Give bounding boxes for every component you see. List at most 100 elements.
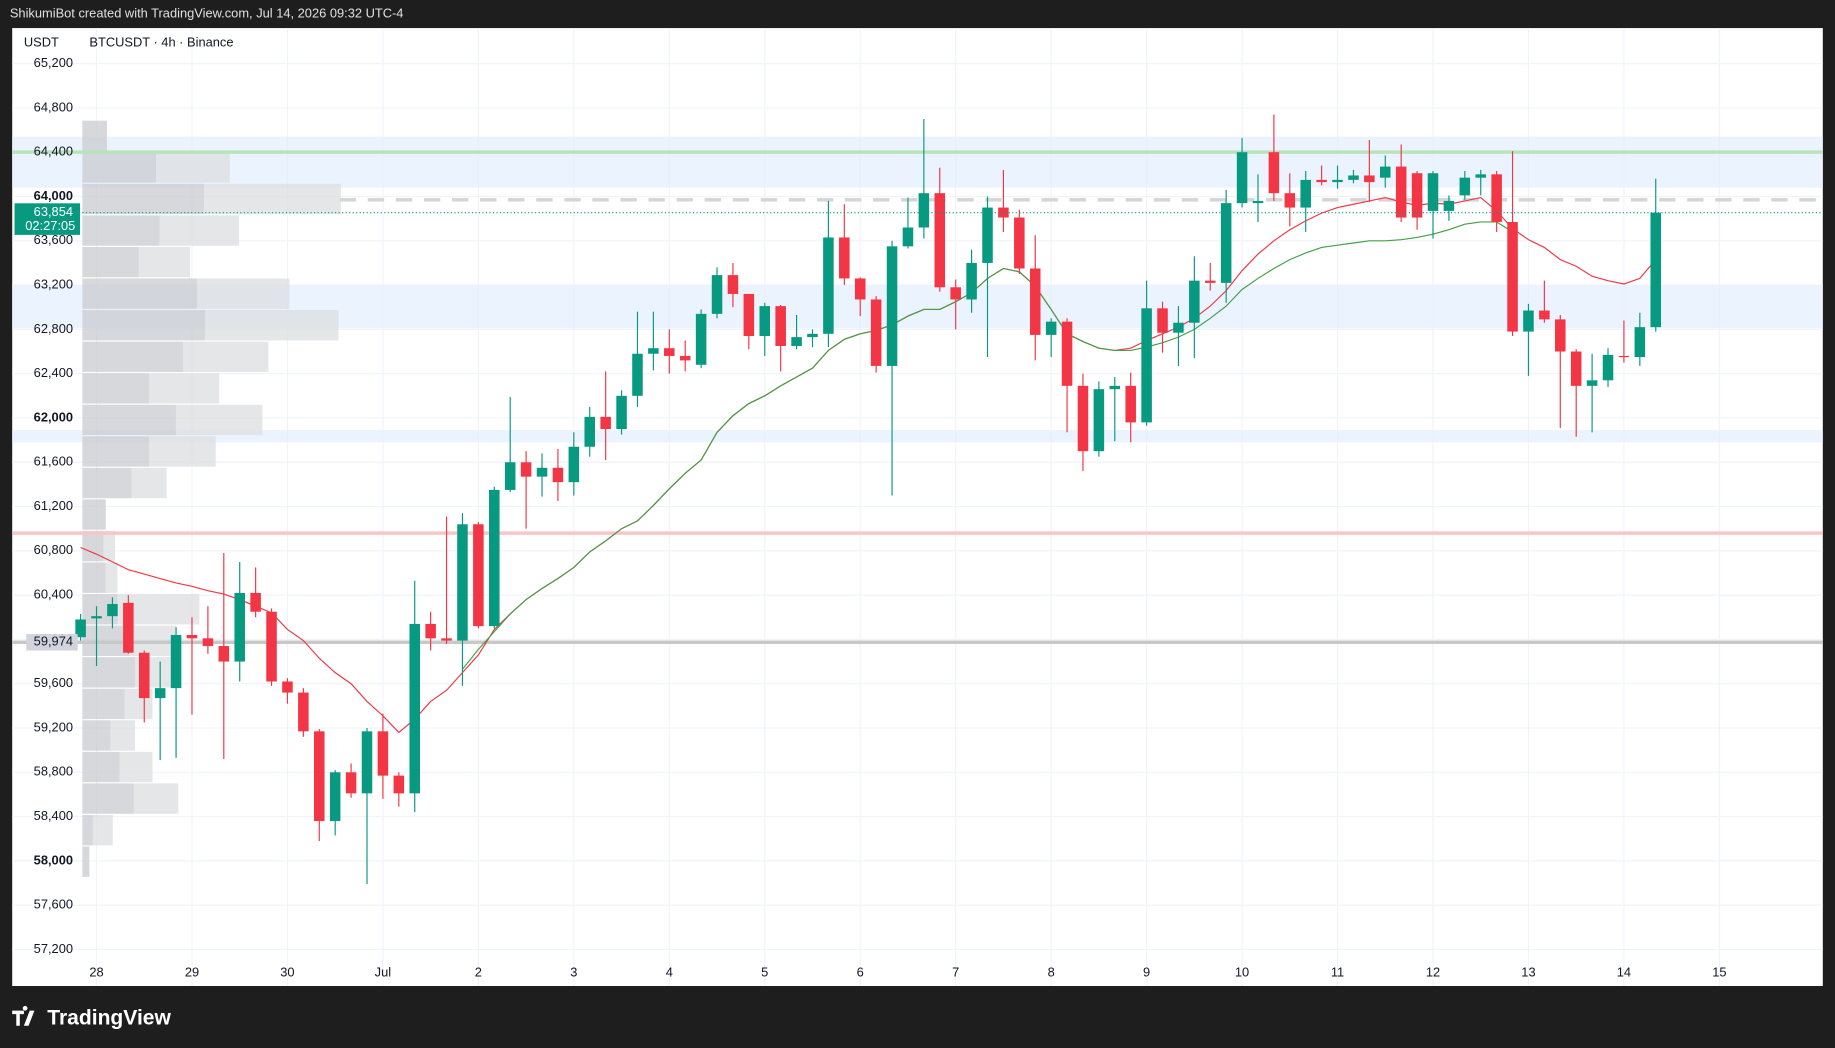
candle-body [1220, 203, 1232, 283]
candle-body [727, 275, 739, 294]
y-tick-label: 59,200 [34, 719, 73, 734]
candle-body [1045, 321, 1057, 335]
x-tick-label: 28 [89, 965, 103, 980]
volume-up [82, 499, 106, 530]
candle-body [1332, 179, 1343, 183]
x-tick-label: 7 [952, 965, 959, 980]
volume-down [197, 278, 290, 309]
currency-box [14, 31, 69, 53]
zone [12, 136, 1823, 188]
candle-body [791, 337, 802, 346]
candle-body [473, 524, 484, 627]
volume-up [82, 846, 90, 877]
candle-body [886, 246, 898, 366]
candle-body [1523, 310, 1534, 332]
x-tick-label: Jul [375, 965, 391, 980]
candle-body [1204, 280, 1216, 283]
candle-body [775, 306, 786, 346]
volume-down [205, 310, 339, 341]
candle-body [1411, 173, 1423, 218]
candle-body [1252, 200, 1264, 204]
candle-body [504, 462, 516, 490]
volume-up [82, 183, 205, 215]
y-tick-label: 62,800 [34, 321, 73, 336]
candle-body [1443, 200, 1455, 211]
candle-body [536, 467, 548, 477]
candle-body [266, 611, 277, 682]
y-tick-label: 64,000 [34, 188, 73, 203]
candle-body [918, 193, 930, 228]
candle-body [425, 623, 436, 639]
candle-body [520, 462, 532, 477]
x-tick-label: 13 [1521, 965, 1535, 980]
candle-body [902, 227, 914, 247]
volume-up [82, 404, 176, 436]
candle-body [1236, 152, 1248, 204]
volume-down [204, 183, 341, 215]
candle-body [934, 193, 946, 288]
candle-body [314, 731, 325, 822]
candle-body [982, 207, 993, 263]
candle-body [1380, 166, 1391, 178]
volume-down [110, 720, 136, 751]
x-tick-label: 3 [570, 965, 577, 980]
candle-body [1650, 212, 1662, 328]
volume-up [82, 562, 106, 593]
volume-up [82, 310, 206, 341]
volume-up [82, 373, 150, 404]
level-label: 59,974 [34, 634, 73, 649]
y-tick-label: 57,600 [34, 897, 73, 912]
volume-down [119, 751, 153, 783]
candle-body [1570, 351, 1582, 386]
candle-body [950, 287, 961, 300]
brand: TradingView [47, 1006, 171, 1029]
y-tick-label: 58,000 [34, 852, 73, 867]
x-tick-label: 8 [1048, 965, 1055, 980]
candle-body [584, 416, 596, 447]
candle-body [743, 293, 755, 337]
volume-down [105, 562, 118, 593]
volume-down [149, 373, 220, 404]
candle-body [1268, 152, 1280, 194]
x-tick-label: 2 [475, 965, 482, 980]
candle-body [1634, 327, 1646, 358]
y-tick-label: 60,800 [34, 542, 73, 557]
candle-body [632, 353, 643, 396]
candle-body [441, 638, 452, 641]
candle-body [1157, 308, 1168, 333]
candle-body [1029, 268, 1041, 335]
candle-body [91, 616, 102, 619]
volume-down [159, 215, 240, 246]
volume-down [156, 152, 230, 183]
volume-up [82, 751, 120, 783]
candle-body [1109, 385, 1121, 390]
candle-body [695, 313, 707, 365]
candle-body [457, 524, 468, 641]
candle-body [1316, 179, 1327, 183]
volume-up [82, 436, 150, 467]
candle-body [1586, 380, 1598, 386]
candle-body [1125, 385, 1136, 423]
volume-up [82, 814, 93, 846]
candle-body [250, 592, 261, 612]
candle-body [823, 237, 834, 334]
volume-down [149, 436, 216, 467]
logo-mark [12, 1005, 35, 1026]
y-tick-label: 57,200 [34, 941, 73, 956]
x-tick-label: 6 [857, 965, 864, 980]
candle-body [1475, 174, 1486, 178]
candle-body [1459, 177, 1471, 196]
y-tick-label: 61,200 [34, 498, 73, 513]
volume-down [138, 246, 190, 278]
candle-body [1507, 221, 1518, 332]
candle-body [1364, 175, 1375, 183]
y-tick-label: 60,400 [34, 587, 73, 602]
volume-up [82, 278, 197, 309]
candle-body [998, 207, 1009, 218]
countdown: 02:27:05 [25, 218, 75, 233]
candle-body [154, 688, 166, 699]
x-tick-label: 11 [1331, 965, 1344, 980]
candle-body [218, 646, 230, 662]
